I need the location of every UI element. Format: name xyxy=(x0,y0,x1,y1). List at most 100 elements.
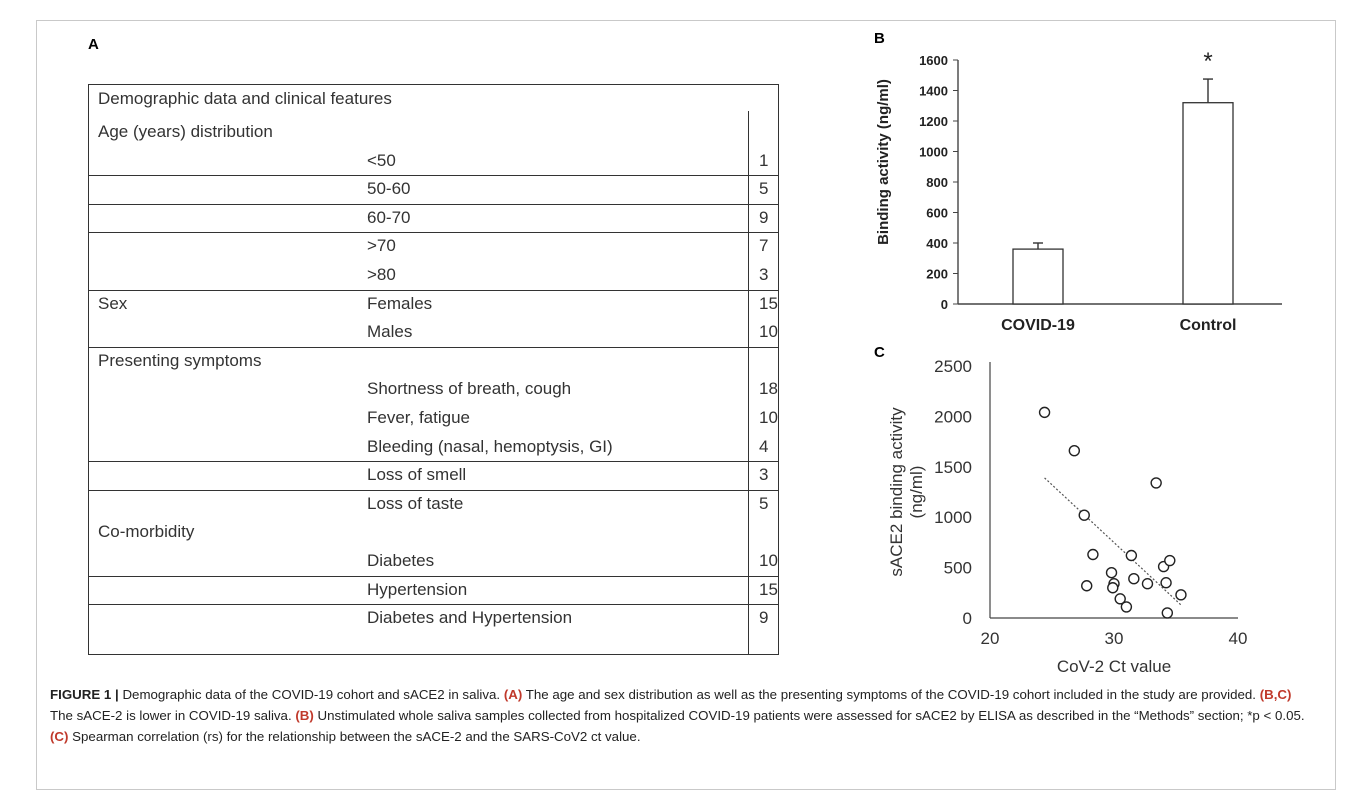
table-item-label: Loss of taste xyxy=(367,493,464,513)
scatter-point xyxy=(1125,549,1138,562)
table-item-label: Diabetes xyxy=(367,551,435,570)
x-category-label: Control xyxy=(1180,317,1237,334)
y-tick-label: 2500 xyxy=(934,357,972,376)
scatter-point xyxy=(1081,580,1093,592)
binding-activity-bar-chart: 0 200 400 600 800 1000 1200 1400 1600 Binding act… xyxy=(875,48,1282,334)
caption-figure-number: FIGURE 1 | xyxy=(50,687,119,702)
y-tick-label: 600 xyxy=(926,206,948,221)
table-value: 9 xyxy=(759,207,769,227)
table-item-label: 50-60 xyxy=(367,179,411,199)
table-rule xyxy=(89,203,778,205)
scatter-point xyxy=(1175,589,1187,601)
caption-label-b: (B) xyxy=(295,708,314,723)
bar-covid-19 xyxy=(1012,248,1064,305)
table-rule xyxy=(89,346,778,348)
trendline xyxy=(1044,477,1182,606)
y-tick-label: 1000 xyxy=(934,508,972,527)
table-item-label: Bleeding (nasal, hemoptysis, GI) xyxy=(367,436,613,456)
scatter-point xyxy=(1164,554,1176,567)
y-tick-label: 400 xyxy=(926,236,948,251)
bar-control xyxy=(1182,102,1234,305)
table-value: 4 xyxy=(759,436,769,456)
table-item-label: Hypertension xyxy=(367,579,468,599)
scatter-point xyxy=(1161,607,1174,619)
figure-caption: FIGURE 1 | Demographic data of the COVID… xyxy=(50,684,1310,747)
y-tick-label: 500 xyxy=(944,559,972,578)
table-value: 7 xyxy=(759,236,769,256)
scatter-point xyxy=(1141,578,1154,590)
table-value: 5 xyxy=(759,493,769,513)
figure-frame xyxy=(36,20,1336,790)
table-value: 15 xyxy=(759,579,778,599)
table-value: 5 xyxy=(759,179,769,199)
caption-text-a: The age and sex distribution as well as … xyxy=(522,687,1260,702)
table-value: 3 xyxy=(759,265,769,284)
table-header: Demographic data and clinical features xyxy=(98,89,392,108)
table-item-label: >70 xyxy=(367,236,396,256)
caption-text-bc: The sACE-2 is lower in COVID-19 saliva. xyxy=(50,708,296,723)
y-tick-label: 200 xyxy=(926,267,948,282)
caption-text-c: Spearman correlation (rs) for the relati… xyxy=(68,729,641,744)
scatter-point xyxy=(1078,509,1090,521)
y-tick-label: 1600 xyxy=(919,53,948,68)
x-axis-label: CoV-2 Ct value xyxy=(1057,657,1171,676)
table-value: 15 xyxy=(759,293,778,313)
scatter-point xyxy=(1068,444,1081,457)
panel-label-c: C xyxy=(874,344,885,361)
table-item-label: <50 xyxy=(367,150,396,170)
caption-title: Demographic data of the COVID-19 cohort … xyxy=(118,687,504,702)
caption-label-c: (C) xyxy=(50,729,69,744)
scatter-point xyxy=(1105,566,1118,579)
y-tick-label: 1000 xyxy=(919,145,948,160)
y-axis-label-line-2: (ng/ml) xyxy=(907,466,926,519)
y-tick-label: 0 xyxy=(941,297,948,312)
table-value: 10 xyxy=(759,408,778,427)
scatter-point xyxy=(1038,406,1051,419)
column-divider xyxy=(748,111,749,654)
table-item-label: Shortness of breath, cough xyxy=(367,379,572,399)
x-tick-label: 20 xyxy=(981,629,1000,648)
table-rule xyxy=(89,489,778,491)
x-tick-label: 30 xyxy=(1105,629,1124,648)
ct-value-scatter-plot: 0 500 1000 1500 2000 2500 20 30 40 sACE2 binding … xyxy=(887,357,1247,676)
table-value: 9 xyxy=(759,608,769,628)
table-rule xyxy=(89,575,778,577)
caption-text-b: Unstimulated whole saliva samples collec… xyxy=(313,708,1305,723)
table-item-label: Males xyxy=(367,322,413,342)
table-item-label: >80 xyxy=(367,265,396,284)
y-tick-label: 1400 xyxy=(919,84,948,99)
scatter-point xyxy=(1114,593,1126,605)
scatter-point xyxy=(1128,572,1140,585)
panel-label-b: B xyxy=(874,30,885,47)
caption-label-a: (A) xyxy=(503,687,523,702)
table-value: 1 xyxy=(759,150,769,170)
table-item-label: Loss of smell xyxy=(367,465,467,485)
table-value: 3 xyxy=(759,465,769,485)
table-group-label: Presenting symptoms xyxy=(98,350,262,370)
table-value: 10 xyxy=(759,551,778,570)
x-category-label: COVID-19 xyxy=(1001,317,1075,334)
table-group-label: Co-morbidity xyxy=(98,522,195,542)
table-rule xyxy=(89,461,778,463)
table-rule xyxy=(89,289,778,291)
scatter-point xyxy=(1120,601,1133,613)
y-tick-label: 2000 xyxy=(934,407,972,426)
scatter-point xyxy=(1160,577,1172,589)
table-rule xyxy=(89,232,778,234)
table-rule xyxy=(89,175,778,177)
table-item-label: Diabetes and Hypertension xyxy=(367,608,573,628)
scatter-point xyxy=(1150,477,1162,489)
table-group-label: Sex xyxy=(98,293,128,313)
panel-label-a: A xyxy=(88,36,99,53)
y-axis-label-line-1: sACE2 binding activity xyxy=(887,407,906,577)
scatter-point xyxy=(1107,582,1119,594)
table-group-label: Age (years) distribution xyxy=(98,122,273,141)
y-tick-label: 0 xyxy=(963,609,972,628)
demographics-table: Demographic data and clinical features A… xyxy=(88,84,779,655)
table-item-label: Fever, fatigue xyxy=(367,408,471,427)
table-value: 18 xyxy=(759,379,778,399)
significance-asterisk: * xyxy=(1203,48,1212,75)
y-tick-label: 800 xyxy=(926,175,948,190)
table-value: 10 xyxy=(759,322,778,342)
caption-label-bc: (B,C) xyxy=(1259,687,1292,702)
